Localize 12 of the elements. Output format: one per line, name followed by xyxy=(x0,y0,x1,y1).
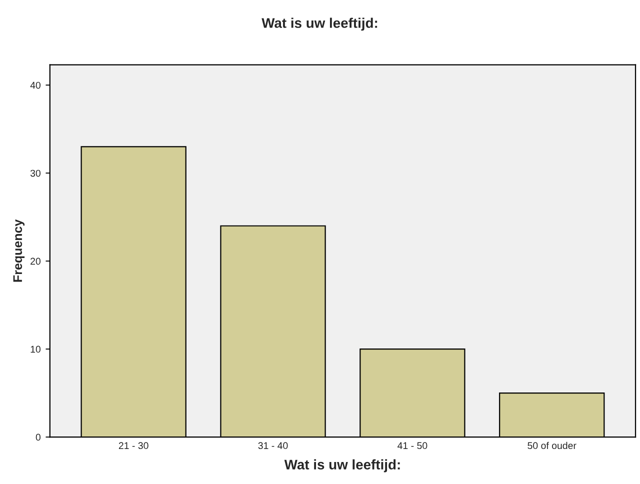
y-tick-label: 20 xyxy=(30,258,41,265)
y-tick-label: 0 xyxy=(36,434,41,441)
x-tick-label: 50 of ouder xyxy=(528,442,576,450)
y-tick-label: 30 xyxy=(30,170,41,177)
x-tick-label: 21 - 30 xyxy=(118,442,148,450)
x-axis-title: Wat is uw leeftijd: xyxy=(284,459,400,472)
chart-title: Wat is uw leeftijd: xyxy=(262,18,378,31)
y-axis-title: Frequency xyxy=(13,219,25,282)
y-tick-label: 40 xyxy=(30,82,41,89)
y-tick-label: 10 xyxy=(30,346,41,353)
x-tick-label: 31 - 40 xyxy=(258,442,288,450)
x-tick-label: 41 - 50 xyxy=(398,442,428,450)
